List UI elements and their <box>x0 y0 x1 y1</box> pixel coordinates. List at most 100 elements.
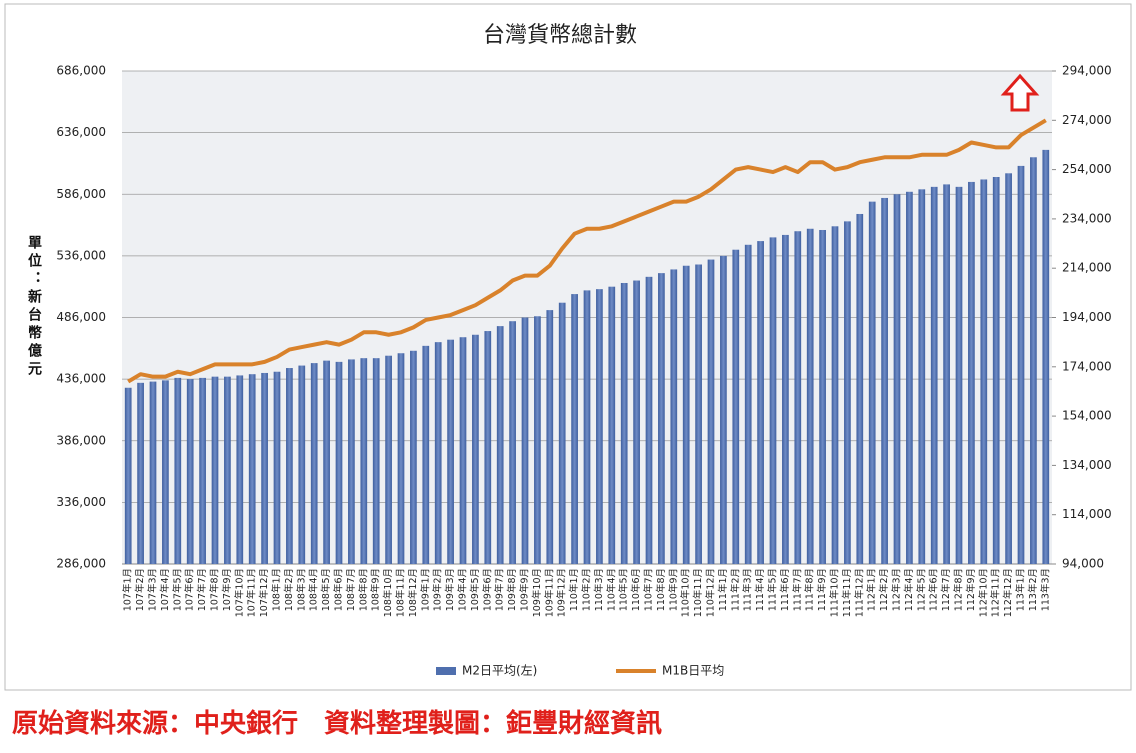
bar <box>868 201 876 564</box>
y2-tick-label: 114,000 <box>1062 507 1112 521</box>
x-tick-label: 109年5月 <box>469 568 481 611</box>
x-tick-label: 110年2月 <box>581 568 593 611</box>
y-tick-label: 436,000 <box>56 372 106 386</box>
x-tick-label: 108年4月 <box>308 568 320 611</box>
bar <box>620 282 628 564</box>
bar <box>769 237 777 564</box>
x-tick-label: 107年10月 <box>233 568 245 617</box>
x-tick-label: 108年11月 <box>395 568 407 617</box>
bar <box>248 374 256 564</box>
bar <box>1030 157 1037 564</box>
bar <box>261 372 268 564</box>
x-tick-label: 107年5月 <box>171 568 183 611</box>
bar <box>546 310 554 564</box>
x-tick-label: 108年2月 <box>283 568 295 611</box>
bar <box>137 382 144 564</box>
y2-tick-label: 234,000 <box>1062 211 1112 225</box>
y-tick-label: 586,000 <box>56 187 106 201</box>
x-tick-label: 112年4月 <box>903 568 915 611</box>
bar <box>757 241 764 564</box>
bar <box>558 302 566 564</box>
y-axis-label: 單位：新台幣億元 <box>26 235 42 379</box>
x-tick-label: 112年8月 <box>953 568 965 611</box>
y-tick-label: 286,000 <box>56 557 106 571</box>
y-tick-label: 486,000 <box>56 310 106 324</box>
bar <box>980 179 988 564</box>
bar <box>670 269 678 564</box>
x-tick-label: 109年1月 <box>419 568 431 611</box>
bar <box>707 259 715 564</box>
x-tick-label: 111年9月 <box>816 568 828 611</box>
x-tick-label: 111年4月 <box>754 568 766 611</box>
bar <box>794 231 802 564</box>
source-note: 原始資料來源：中央銀行 資料整理製圖：鉅豐財經資訊 <box>12 709 663 739</box>
x-tick-label: 108年5月 <box>320 568 332 611</box>
chart-title: 台灣貨幣總計數 <box>483 23 637 48</box>
bar <box>335 361 343 564</box>
bar <box>596 289 603 564</box>
bar <box>695 264 702 564</box>
bar <box>484 331 492 564</box>
x-tick-label: 108年7月 <box>345 568 357 611</box>
x-tick-label: 111年6月 <box>779 568 791 611</box>
x-tick-label: 109年6月 <box>481 568 493 611</box>
x-tick-label: 109年12月 <box>556 568 568 617</box>
x-tick-label: 109年8月 <box>506 568 518 611</box>
bar <box>633 280 640 564</box>
bar <box>571 294 578 564</box>
x-tick-label: 108年1月 <box>271 568 283 611</box>
x-tick-label: 111年11月 <box>841 568 853 617</box>
x-tick-label: 112年9月 <box>965 568 977 611</box>
y-tick-label: 386,000 <box>56 433 106 447</box>
x-tick-label: 107年8月 <box>209 568 221 611</box>
x-tick-label: 107年1月 <box>122 568 134 611</box>
bar <box>459 337 467 564</box>
y2-tick-label: 294,000 <box>1062 64 1112 78</box>
bar <box>372 358 380 564</box>
x-tick-label: 110年4月 <box>605 568 617 611</box>
y-tick-label: 686,000 <box>56 64 106 78</box>
x-tick-label: 111年7月 <box>791 568 803 611</box>
x-tick-label: 111年3月 <box>742 568 754 611</box>
bar <box>744 244 752 564</box>
bar <box>955 186 963 565</box>
x-tick-label: 108年12月 <box>407 568 419 617</box>
bar <box>844 221 851 565</box>
legend-label: M1B日平均 <box>662 664 724 678</box>
bar <box>645 276 653 564</box>
x-tick-label: 110年5月 <box>618 568 630 611</box>
bar <box>447 339 454 564</box>
x-tick-label: 110年12月 <box>705 568 717 617</box>
bar <box>149 381 157 564</box>
x-tick-label: 111年2月 <box>729 568 741 611</box>
x-tick-label: 109年4月 <box>457 568 469 611</box>
bar <box>930 186 938 565</box>
bar <box>509 321 516 564</box>
bar <box>397 353 405 564</box>
x-tick-label: 112年7月 <box>940 568 952 611</box>
x-tick-label: 113年3月 <box>1039 568 1051 611</box>
bar <box>360 358 368 564</box>
bar <box>323 360 330 564</box>
x-tick-label: 112年2月 <box>878 568 890 611</box>
bar <box>658 273 665 564</box>
bar <box>124 387 132 564</box>
x-tick-label: 107年7月 <box>196 568 208 611</box>
bar <box>918 189 926 564</box>
y2-tick-label: 174,000 <box>1062 359 1112 373</box>
y2-tick-label: 194,000 <box>1062 310 1112 324</box>
bar <box>819 229 826 564</box>
bar <box>211 376 219 564</box>
x-tick-label: 110年10月 <box>680 568 692 617</box>
y2-tick-label: 94,000 <box>1062 557 1104 571</box>
bar <box>682 265 690 564</box>
bar <box>831 226 839 565</box>
x-tick-label: 109年11月 <box>543 568 555 617</box>
x-tick-label: 107年6月 <box>184 568 196 611</box>
bar <box>422 345 430 564</box>
bar <box>1017 165 1025 564</box>
x-tick-label: 112年1月 <box>866 568 878 611</box>
x-tick-label: 107年3月 <box>147 568 159 611</box>
